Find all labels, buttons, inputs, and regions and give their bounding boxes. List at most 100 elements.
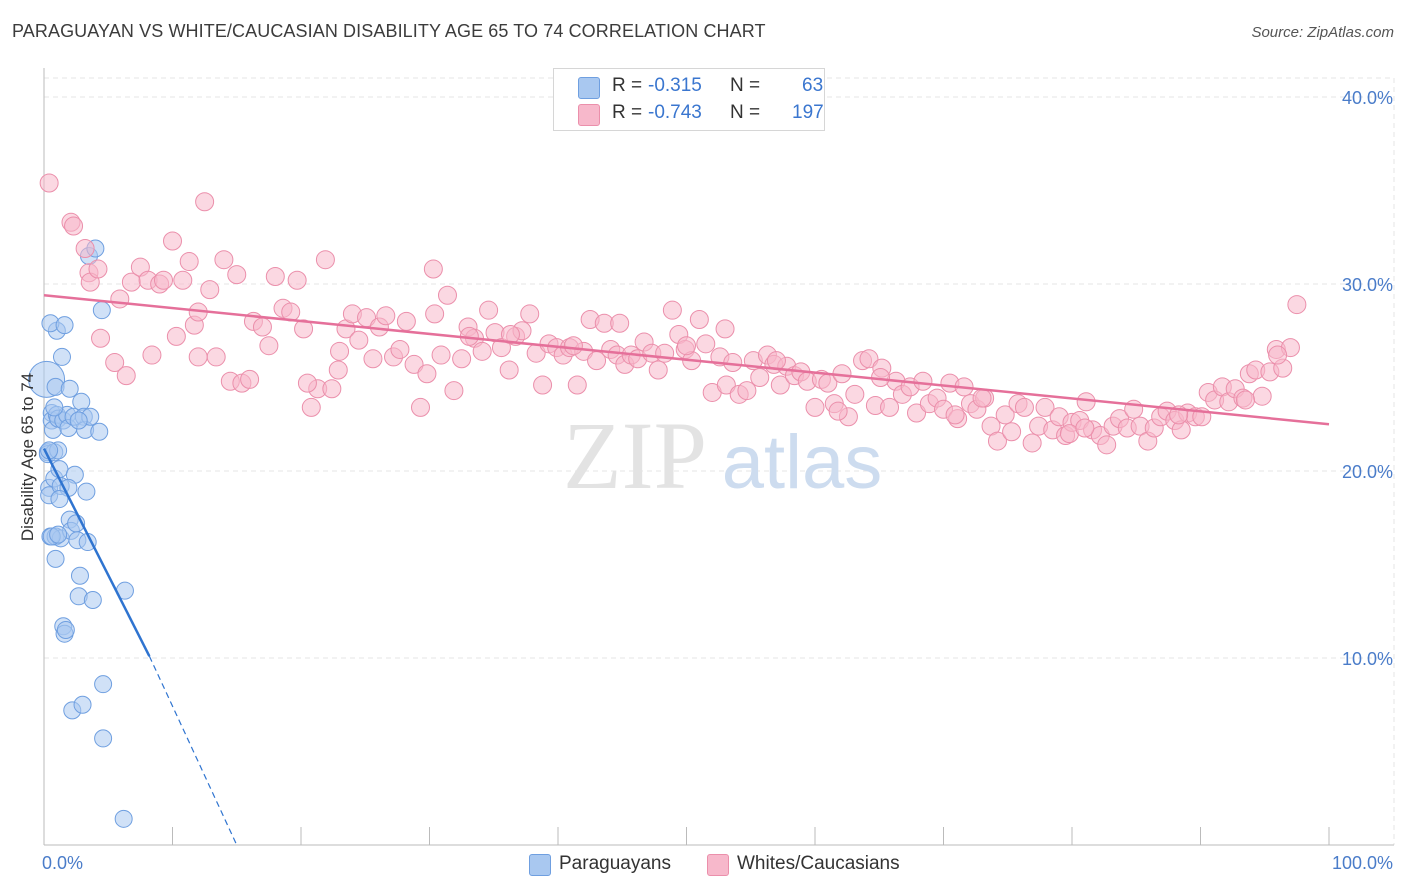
- point-whites-caucasians: [444, 381, 464, 401]
- legend-n-label: N =: [730, 75, 761, 96]
- point-whites-caucasians: [662, 300, 682, 320]
- point-whites-caucasians: [328, 360, 348, 380]
- legend-r-value: -0.315: [648, 75, 702, 96]
- point-whites-caucasians: [945, 405, 965, 425]
- point-paraguayans: [52, 347, 71, 366]
- chart-source: Source: ZipAtlas.com: [1251, 24, 1394, 41]
- point-whites-caucasians: [1035, 397, 1055, 417]
- point-whites-caucasians: [206, 347, 226, 367]
- point-whites-caucasians: [880, 397, 900, 417]
- point-whites-caucasians: [188, 347, 208, 367]
- point-whites-caucasians: [116, 366, 136, 386]
- point-whites-caucasians: [500, 324, 520, 344]
- point-whites-caucasians: [491, 338, 511, 358]
- point-whites-caucasians: [240, 369, 260, 389]
- point-whites-caucasians: [995, 405, 1015, 425]
- point-whites-caucasians: [39, 173, 59, 193]
- point-whites-caucasians: [423, 259, 443, 279]
- point-whites-caucasians: [294, 319, 314, 339]
- axis-labels: 10.0% 20.0% 30.0% 40.0% 0.0% 100.0% Disability…: [18, 88, 1393, 873]
- point-whites-caucasians: [404, 354, 424, 374]
- point-whites-caucasians: [750, 368, 770, 387]
- point-whites-caucasians: [110, 289, 130, 309]
- point-whites-caucasians: [142, 345, 162, 365]
- point-whites-caucasians: [105, 353, 125, 373]
- point-whites-caucasians: [214, 250, 234, 270]
- point-whites-caucasians: [520, 304, 540, 324]
- point-whites-caucasians: [567, 375, 587, 395]
- legend-swatch-paraguayans: [578, 77, 600, 99]
- point-whites-caucasians: [715, 319, 735, 339]
- point-whites-caucasians: [716, 375, 736, 395]
- watermark: ZIP atlas: [563, 402, 882, 509]
- point-paraguayans: [49, 525, 68, 544]
- x-tick-label: 100.0%: [1332, 853, 1393, 873]
- grid-lines: [44, 77, 1395, 845]
- point-whites-caucasians: [431, 345, 451, 365]
- y-tick-label: 20.0%: [1342, 462, 1393, 482]
- point-whites-caucasians: [75, 238, 95, 258]
- point-whites-caucasians: [648, 360, 668, 380]
- point-whites-caucasians: [411, 397, 431, 417]
- point-whites-caucasians: [913, 371, 933, 391]
- point-whites-caucasians: [1075, 418, 1095, 438]
- point-whites-caucasians: [859, 349, 879, 369]
- legend-r-value: -0.743: [648, 102, 702, 123]
- point-whites-caucasians: [437, 285, 457, 305]
- trend-paraguayans: [42, 447, 151, 657]
- axes: [43, 68, 1394, 846]
- bottom-legend-label: Paraguayans: [559, 853, 671, 874]
- legend-n-label: N =: [730, 102, 761, 123]
- point-paraguayans: [56, 620, 75, 639]
- point-whites-caucasians: [737, 381, 757, 401]
- point-paraguayans: [45, 398, 64, 417]
- point-whites-caucasians: [265, 267, 285, 287]
- point-whites-caucasians: [166, 326, 186, 346]
- point-whites-caucasians: [1002, 422, 1022, 442]
- chart-title: PARAGUAYAN VS WHITE/CAUCASIAN DISABILITY…: [12, 21, 766, 41]
- point-paraguayans: [69, 411, 88, 430]
- point-whites-caucasians: [1252, 386, 1272, 406]
- point-whites-caucasians: [315, 250, 335, 270]
- legend-swatch-whites: [578, 104, 600, 126]
- point-paraguayans: [50, 490, 69, 509]
- point-whites-caucasians: [297, 373, 317, 393]
- point-whites-caucasians: [195, 192, 215, 212]
- point-whites-caucasians: [472, 341, 492, 361]
- point-whites-caucasians: [1022, 433, 1042, 453]
- point-paraguayans: [73, 695, 92, 714]
- point-paraguayans: [72, 392, 91, 411]
- point-whites-caucasians: [696, 334, 716, 354]
- point-whites-caucasians: [330, 341, 350, 361]
- bottom-legend-swatch-paraguayans: [529, 854, 551, 876]
- legend-r-label: R =: [612, 102, 643, 123]
- point-whites-caucasians: [770, 375, 790, 395]
- point-whites-caucasians: [163, 231, 182, 251]
- point-whites-caucasians: [533, 375, 553, 395]
- bottom-legend-label: Whites/Caucasians: [737, 853, 900, 874]
- point-paraguayans: [94, 729, 113, 748]
- point-whites-caucasians: [1097, 435, 1117, 455]
- point-whites-caucasians: [363, 349, 383, 369]
- point-whites-caucasians: [655, 343, 675, 363]
- point-whites-caucasians: [396, 311, 416, 331]
- point-whites-caucasians: [1014, 397, 1034, 417]
- point-whites-caucasians: [1268, 345, 1288, 365]
- x-tick-label: 0.0%: [42, 853, 83, 873]
- point-whites-caucasians: [301, 397, 321, 417]
- point-whites-caucasians: [200, 280, 220, 300]
- bottom-legend: Paraguayans Whites/Caucasians: [0, 852, 1406, 878]
- point-whites-caucasians: [805, 397, 825, 417]
- point-whites-caucasians: [349, 330, 369, 350]
- y-tick-label: 30.0%: [1342, 275, 1393, 295]
- bottom-legend-swatch-whites: [707, 854, 729, 876]
- point-whites-caucasians: [1076, 392, 1096, 412]
- point-whites-caucasians: [972, 388, 992, 408]
- point-whites-caucasians: [845, 384, 865, 404]
- watermark-atlas: atlas: [722, 420, 883, 505]
- trend-whites-caucasians: [43, 293, 1330, 426]
- point-whites-caucasians: [390, 339, 410, 359]
- trend-lines: [42, 293, 1330, 846]
- legend-n-value: 197: [792, 102, 824, 123]
